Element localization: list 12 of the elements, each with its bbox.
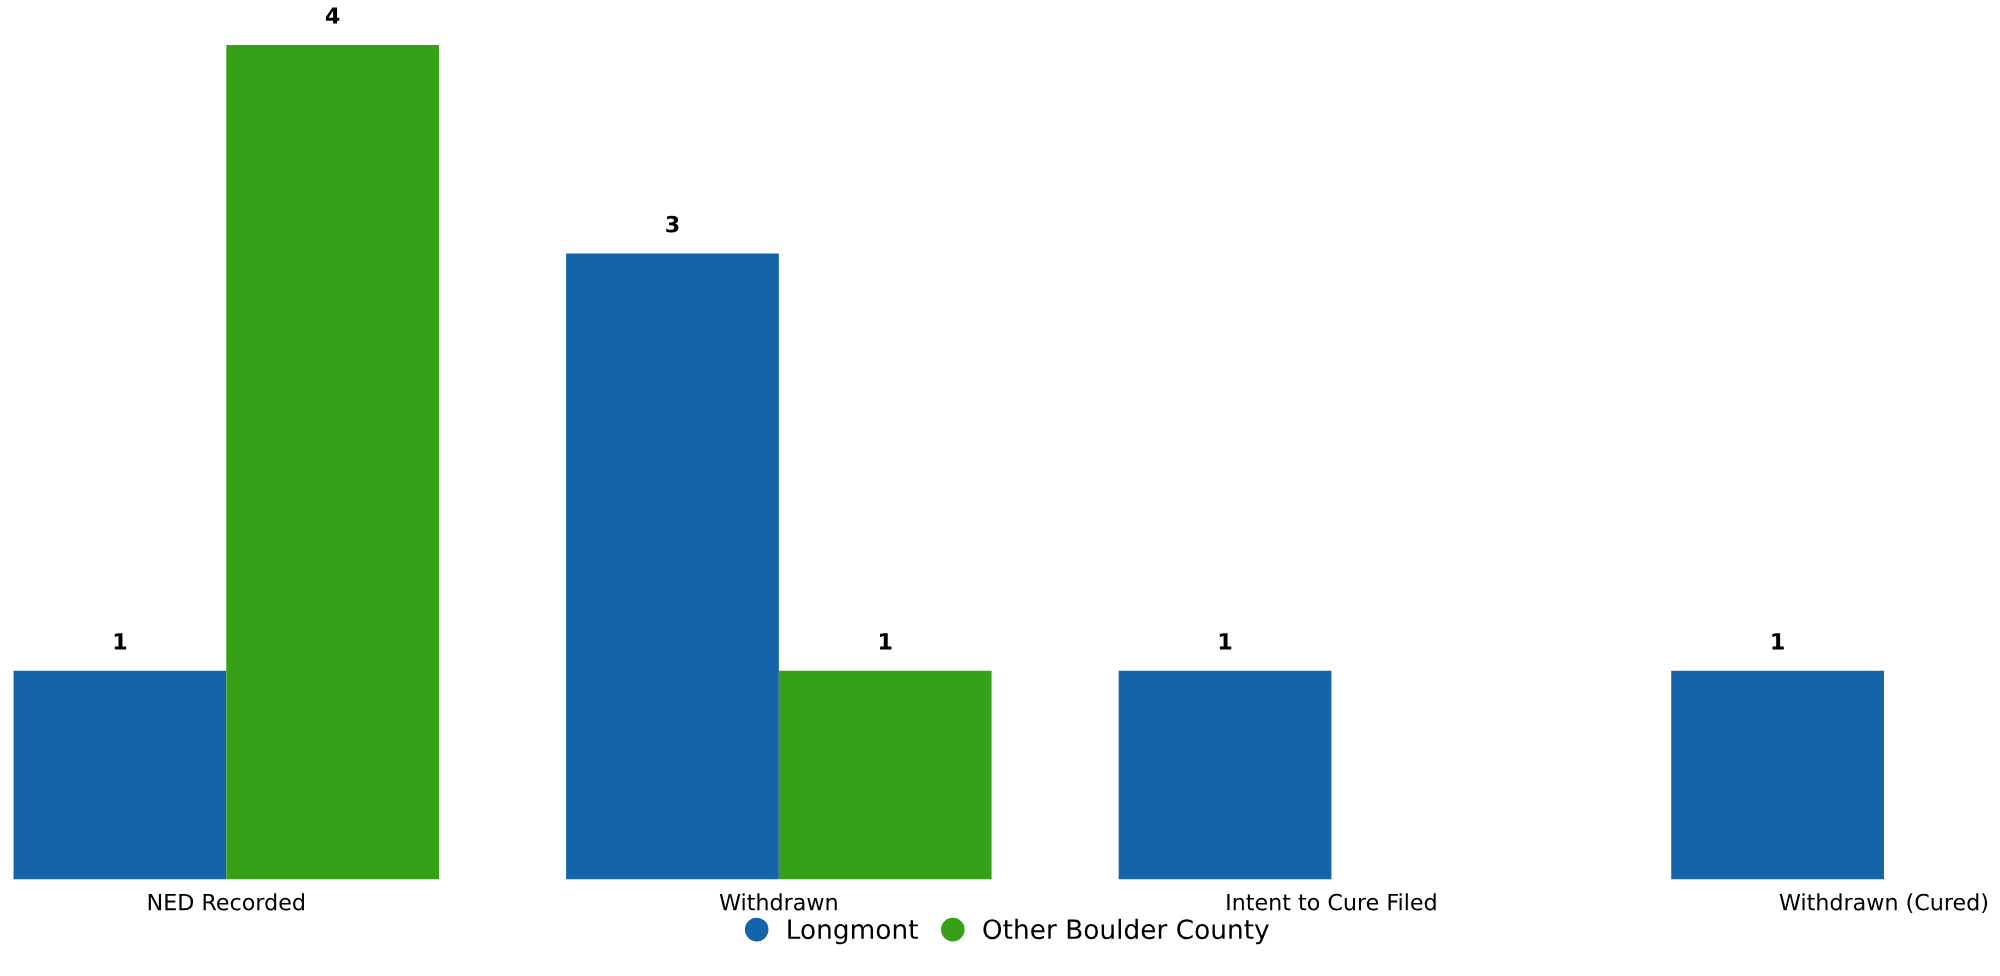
data-label: 1 [114, 633, 127, 650]
legend-label: Longmont [788, 919, 918, 945]
data-label: 1 [879, 633, 892, 650]
legend-label: Other Boulder County [983, 918, 1269, 945]
x-tick-label: Intent to Cure Filed [1227, 893, 1436, 911]
x-tick-label: Withdrawn [719, 893, 837, 911]
x-tick-label: Withdrawn (Cured) [1779, 893, 1988, 914]
data-label: 3 [666, 215, 679, 233]
data-label: 4 [325, 7, 340, 24]
data-label: 1 [1219, 633, 1232, 650]
x-tick-label: NED Recorded [148, 893, 304, 911]
data-label: 1 [1772, 633, 1784, 650]
